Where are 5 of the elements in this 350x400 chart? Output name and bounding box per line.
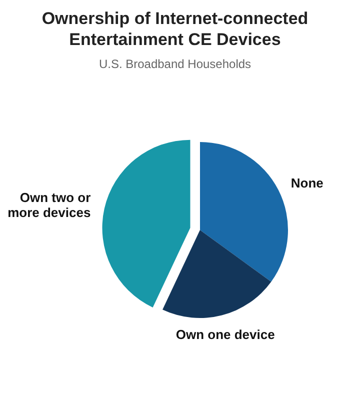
slice-label: Own two or more devices [8,190,91,220]
slice-label: None [290,176,324,191]
chart-title: Ownership of Internet-connected Entertainment CE Devices [42,9,308,49]
chart-subtitle: U.S. Broadband Households [98,57,252,71]
slice-label: Own one device [176,326,275,342]
